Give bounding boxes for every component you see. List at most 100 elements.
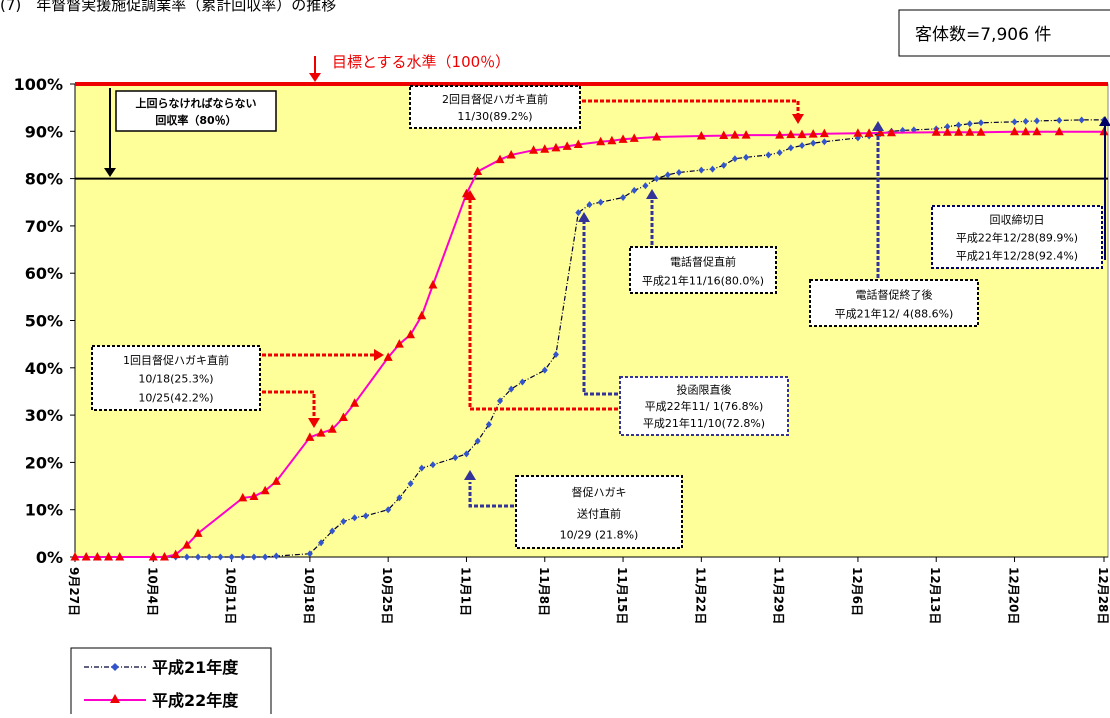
x-tick-label: 12月13日 xyxy=(928,567,942,624)
annotation-box xyxy=(91,345,261,411)
data-point xyxy=(429,461,436,469)
x-tick-label: 11月22日 xyxy=(693,567,707,624)
y-tick-label: 40% xyxy=(25,359,63,378)
annotation-box xyxy=(409,85,581,129)
data-point xyxy=(965,127,975,136)
data-point xyxy=(944,123,951,131)
data-point xyxy=(551,142,561,152)
data-point xyxy=(575,209,582,217)
data-point xyxy=(418,464,425,472)
data-point xyxy=(92,552,102,561)
y-tick-label: 30% xyxy=(25,406,63,425)
data-point xyxy=(776,149,783,157)
data-point xyxy=(340,518,347,526)
data-point xyxy=(351,514,358,522)
y-tick-label: 0% xyxy=(36,548,63,567)
sample-size-box xyxy=(898,9,1110,57)
data-point xyxy=(597,198,604,206)
data-point xyxy=(743,153,750,161)
data-point xyxy=(698,166,705,174)
annotation-text: 平成22年12/28(89.9%) xyxy=(956,231,1078,245)
data-point xyxy=(249,491,259,500)
data-point xyxy=(607,135,617,145)
data-point xyxy=(731,155,738,163)
data-point xyxy=(730,130,740,139)
y-tick-label: 90% xyxy=(25,122,63,141)
x-tick-label: 10月25日 xyxy=(380,567,394,624)
data-point xyxy=(821,138,828,146)
data-point xyxy=(271,476,281,485)
data-point xyxy=(183,553,190,561)
data-point xyxy=(618,134,628,143)
legend-box xyxy=(70,647,272,718)
data-point xyxy=(799,141,806,149)
data-point xyxy=(508,385,515,393)
data-point xyxy=(485,421,492,429)
x-tick-label: 11月8日 xyxy=(537,567,551,616)
data-point xyxy=(787,144,794,152)
hagaki1-arrow-a xyxy=(374,349,384,361)
data-point xyxy=(327,424,337,433)
annotation-box xyxy=(809,279,979,327)
data-point xyxy=(407,480,414,488)
data-point xyxy=(316,428,326,437)
data-point xyxy=(350,398,360,407)
data-point xyxy=(228,553,235,561)
data-point xyxy=(396,494,403,502)
annotation-text: 1回目督促ハガキ直前 xyxy=(123,353,229,367)
x-tick-label: 12月20日 xyxy=(1007,567,1021,624)
shimekiri-arrow xyxy=(1099,116,1110,126)
hagaki2-connector xyxy=(582,99,800,115)
data-point xyxy=(1022,117,1029,125)
x-tick-label: 11月1日 xyxy=(458,567,472,616)
data-point xyxy=(664,171,671,179)
data-point xyxy=(385,506,392,514)
data-point xyxy=(642,182,649,190)
x-tick-label: 12月28日 xyxy=(1096,567,1110,624)
data-point xyxy=(306,550,313,558)
data-point xyxy=(217,553,224,561)
annotation-box xyxy=(619,376,789,436)
data-point xyxy=(652,131,662,141)
data-point xyxy=(394,339,404,348)
annotation-text: 2回目督促ハガキ直前 xyxy=(442,92,548,106)
annotation-text: 10/29 (21.8%) xyxy=(560,529,639,542)
sample-size-label: 客体数=7,906 件 xyxy=(915,25,1051,45)
x-tick-label: 10月4日 xyxy=(145,567,159,616)
data-point xyxy=(954,127,964,136)
series-line xyxy=(75,119,1104,558)
tokusoku-arrow xyxy=(464,470,476,480)
data-point xyxy=(1011,118,1018,126)
data-point xyxy=(1021,126,1031,136)
data-point xyxy=(193,528,203,537)
data-point xyxy=(81,552,91,561)
hagaki2-arrow xyxy=(792,114,804,124)
data-point xyxy=(797,129,807,139)
data-point xyxy=(1054,126,1064,136)
data-point xyxy=(260,485,270,495)
annotation-text: 送付直前 xyxy=(577,506,621,520)
series-h22 xyxy=(70,126,1109,561)
data-point xyxy=(931,127,941,136)
y-tick-label: 20% xyxy=(25,453,63,472)
data-point xyxy=(853,128,863,137)
data-point xyxy=(741,130,751,139)
toukan-blue-arrow xyxy=(578,212,590,222)
toukan-red-arrow xyxy=(464,190,476,200)
data-point xyxy=(875,127,885,137)
data-point xyxy=(1056,116,1063,124)
data-point xyxy=(562,141,572,150)
data-point xyxy=(709,165,716,173)
annotation-text: 電話督促終了後 xyxy=(856,287,933,301)
data-point xyxy=(620,194,627,202)
legend-label-h22: 平成22年度 xyxy=(152,691,239,710)
x-tick-label: 9月27日 xyxy=(67,567,81,616)
target-arrow-head xyxy=(309,73,321,82)
data-point xyxy=(239,553,246,561)
data-point xyxy=(159,552,169,561)
